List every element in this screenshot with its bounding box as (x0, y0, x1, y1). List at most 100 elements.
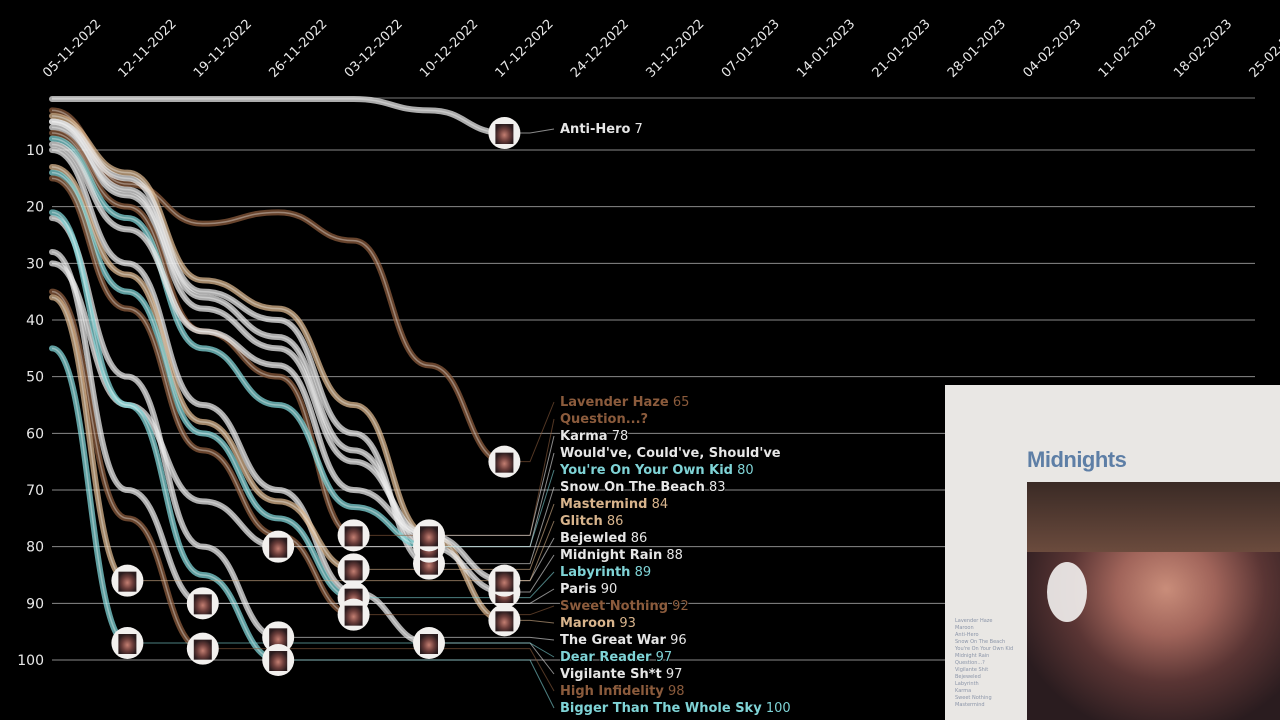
end-avatar (262, 530, 295, 563)
x-tick-label: 28-01-2023 (945, 17, 1009, 81)
x-tick-label: 24-12-2022 (568, 17, 632, 81)
end-avatar (337, 598, 370, 631)
end-label-text: Labyrinth 89 (560, 565, 651, 580)
end-label-text: Maroon 93 (560, 616, 636, 631)
label-leader-line (520, 554, 555, 593)
series-line-dear-reader (49, 345, 131, 646)
y-tick-label: 30 (26, 256, 44, 272)
x-tick-label: 21-01-2023 (870, 17, 934, 81)
end-avatar (488, 117, 521, 149)
series-line-bigger-than-the-whole-sky (49, 209, 282, 663)
label-leader-line (445, 435, 555, 536)
series-name: Lavender Haze (560, 395, 669, 410)
label-leader-line (218, 648, 555, 692)
x-tick-label: 25-02-2023 (1247, 17, 1280, 81)
series-line-highlight (51, 171, 354, 599)
track: Maroon (955, 625, 974, 631)
label-leader-line (218, 588, 555, 604)
end-label-text: Dear Reader 97 (560, 650, 672, 665)
series-rank: 84 (647, 497, 668, 512)
series-rank: 93 (615, 616, 636, 631)
series-name: Mastermind (560, 497, 647, 512)
x-tick-label: 12-11-2022 (116, 17, 180, 81)
x-tick-label: 17-12-2022 (493, 17, 557, 81)
end-label-text: Mastermind 84 (560, 497, 668, 512)
series-name: Question...? (560, 412, 648, 427)
x-tick-label: 11-02-2023 (1096, 17, 1160, 81)
series-line-labyrinth (49, 169, 357, 601)
track: Karma (955, 688, 972, 694)
end-avatar (488, 445, 521, 478)
series-name: You're On Your Own Kid (559, 463, 733, 478)
avatar-face-icon (269, 537, 288, 558)
end-label-text: The Great War 96 (560, 633, 687, 648)
end-avatar (488, 564, 521, 597)
x-tick-label: 07-01-2023 (719, 17, 783, 81)
y-axis: 10 20 30 40 50 60 70 80 90 100 (17, 143, 44, 669)
series-rank: 89 (630, 565, 651, 580)
series-line-stroke (49, 249, 206, 607)
series-line-highlight (51, 347, 128, 644)
series-name: Vigilante Sh*t (560, 667, 662, 682)
track: Sweet Nothing (955, 695, 992, 701)
track: Question...? (955, 660, 985, 666)
avatar-face-icon (495, 611, 514, 632)
avatar-face-icon (495, 124, 514, 144)
end-label-text: Snow On The Beach 83 (560, 480, 726, 495)
series-rank: 7 (630, 122, 642, 137)
series-line-you-re-on-your-own-kid (49, 135, 432, 550)
series-line-highlight (51, 251, 203, 605)
label-leader-line (143, 520, 555, 582)
album-tracklist: Lavender Haze Maroon Anti-Hero Snow On T… (955, 618, 1013, 709)
track: Midnight Rain (955, 653, 990, 659)
series-line-glitch (49, 294, 131, 584)
series-rank: 86 (627, 531, 648, 546)
series-name: Would've, Could've, Should've (560, 446, 781, 461)
series-rank: 78 (608, 429, 629, 444)
end-label-text: Midnight Rain 88 (560, 548, 683, 563)
y-tick-label: 10 (26, 143, 44, 159)
series-line-stroke (49, 95, 508, 136)
album-photo-hair (1027, 482, 1280, 552)
series-name: Bejewled (560, 531, 627, 546)
series-rank: 86 (603, 514, 624, 529)
series-line-stroke (49, 118, 432, 567)
label-leader-line (294, 659, 555, 709)
end-avatars (111, 117, 521, 676)
label-leader-line (294, 452, 555, 548)
series-line-stroke (49, 288, 206, 652)
track: Mastermind (955, 702, 985, 708)
y-tick-label: 70 (26, 483, 44, 499)
series-line-stroke (49, 209, 282, 663)
series-name: Bigger Than The Whole Sky (560, 701, 762, 716)
series-rank: 100 (762, 701, 791, 716)
series-line-snow-on-the-beach (49, 118, 432, 567)
avatar-face-icon (420, 634, 438, 654)
track: Anti-Hero (955, 632, 979, 638)
series-line-stroke (49, 141, 432, 539)
x-tick-label: 10-12-2022 (417, 17, 481, 81)
series-line-stroke (49, 169, 357, 601)
label-leader-line (520, 401, 555, 463)
series-line-highlight (51, 98, 505, 134)
y-tick-label: 60 (26, 426, 44, 442)
series-line-lavender-haze (49, 107, 508, 465)
track: Vigilante Shit (955, 667, 989, 673)
series-rank: 96 (666, 633, 687, 648)
series-rank: 97 (662, 667, 683, 682)
end-label-text: Glitch 86 (560, 514, 623, 529)
series-rank: 92 (668, 599, 689, 614)
track: Labyrinth (955, 681, 979, 687)
x-tick-label: 26-11-2022 (266, 17, 330, 81)
track: Snow On The Beach (955, 639, 1006, 645)
end-avatar (111, 627, 144, 659)
series-line-highlight (51, 120, 430, 565)
series-line-stroke (49, 175, 357, 618)
album-photo-highlight (1047, 562, 1087, 622)
end-avatar (111, 564, 144, 597)
avatar-face-icon (495, 452, 514, 473)
track: You're On Your Own Kid (955, 646, 1014, 652)
label-leader-line (520, 619, 555, 624)
end-label-text: Would've, Could've, Should've (560, 446, 781, 461)
